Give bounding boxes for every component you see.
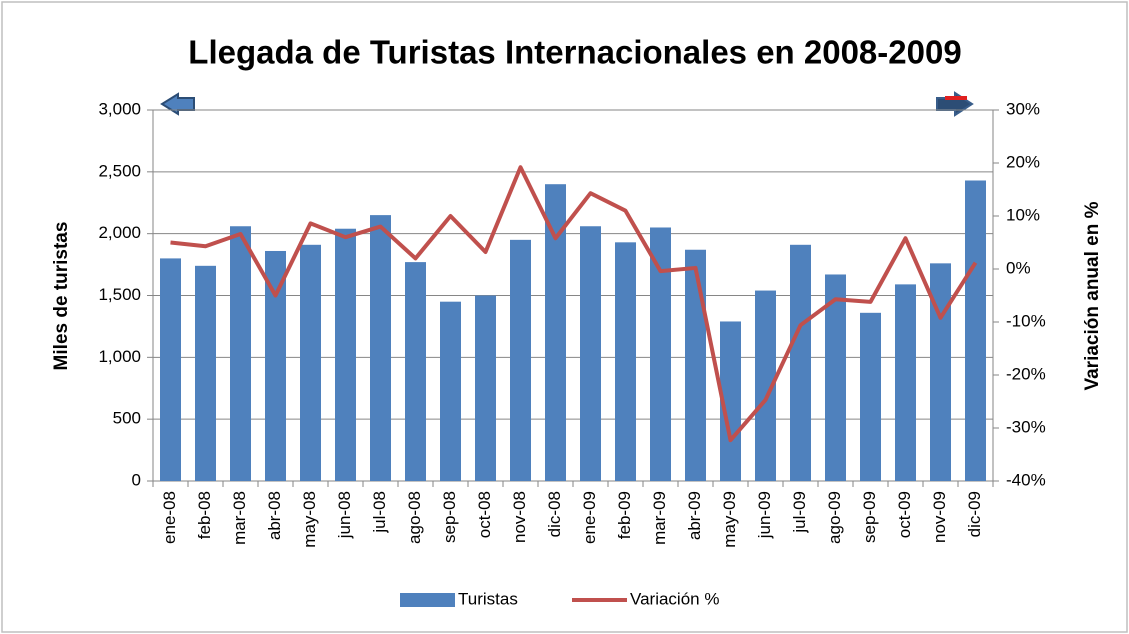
x-tick-label: jun-08	[335, 491, 354, 539]
y-tick-label: 500	[113, 409, 141, 428]
x-tick-label: nov-08	[510, 491, 529, 543]
x-tick-label: sep-09	[860, 491, 879, 543]
bar	[440, 301, 461, 481]
x-tick-label: feb-09	[615, 491, 634, 539]
bar	[685, 249, 706, 481]
x-tick-label: dic-08	[545, 491, 564, 537]
bar	[825, 274, 846, 481]
x-tick-label: ene-08	[160, 491, 179, 544]
x-tick-label: dic-09	[965, 491, 984, 537]
x-tick-label: jul-08	[370, 491, 389, 534]
y2-tick-label: -40%	[1006, 470, 1046, 489]
x-tick-label: jul-09	[790, 491, 809, 534]
x-tick-label: sep-08	[440, 491, 459, 543]
x-tick-label: feb-08	[195, 491, 214, 539]
y2-tick-label: -30%	[1006, 417, 1046, 436]
bar	[580, 226, 601, 481]
y2-tick-label: 0%	[1006, 258, 1031, 277]
legend-label: Variación %	[630, 589, 719, 608]
x-tick-label: jun-09	[755, 491, 774, 539]
bar	[370, 215, 391, 481]
bar	[335, 228, 356, 481]
chart-title: Llegada de Turistas Internacionales en 2…	[188, 34, 961, 71]
x-tick-label: oct-09	[895, 491, 914, 538]
bar	[860, 312, 881, 481]
y2-tick-label: -10%	[1006, 311, 1046, 330]
bar	[720, 321, 741, 481]
y-tick-label: 0	[132, 470, 141, 489]
bar	[160, 258, 181, 481]
bar	[510, 239, 531, 481]
x-tick-label: ene-09	[580, 491, 599, 544]
x-tick-label: mar-09	[650, 491, 669, 545]
bar	[265, 250, 286, 481]
y-axis-label: Miles de turistas	[51, 222, 72, 371]
y-tick-label: 1,500	[98, 285, 141, 304]
bar	[965, 180, 986, 482]
bar	[930, 263, 951, 481]
x-tick-label: abr-09	[685, 491, 704, 540]
x-tick-label: nov-09	[930, 491, 949, 543]
y2-tick-label: 10%	[1006, 205, 1040, 224]
y2-tick-label: 30%	[1006, 99, 1040, 118]
x-tick-label: ago-09	[825, 491, 844, 544]
bar	[195, 265, 216, 481]
bar	[545, 184, 566, 481]
bar	[475, 295, 496, 481]
bar	[790, 244, 811, 481]
y2-tick-label: 20%	[1006, 152, 1040, 171]
bar	[405, 262, 426, 481]
line	[170, 165, 978, 443]
y-tick-label: 2,500	[98, 161, 141, 180]
bar	[650, 227, 671, 481]
x-tick-label: may-08	[300, 491, 319, 548]
y-tick-label: 1,000	[98, 347, 141, 366]
y-tick-label: 2,000	[98, 223, 141, 242]
x-tick-label: may-09	[720, 491, 739, 548]
y-tick-label: 3,000	[98, 99, 141, 118]
x-tick-label: mar-08	[230, 491, 249, 545]
bar	[895, 284, 916, 481]
x-tick-label: oct-08	[475, 491, 494, 538]
bar	[230, 226, 251, 481]
x-tick-label: abr-08	[265, 491, 284, 540]
y2-axis-label: Variación anual en %	[1082, 201, 1103, 390]
legend-swatch	[400, 593, 455, 607]
bar	[300, 244, 321, 481]
bar	[615, 242, 636, 481]
x-tick-label: ago-08	[405, 491, 424, 544]
bar	[755, 290, 776, 481]
y2-tick-label: -20%	[1006, 364, 1046, 383]
legend-label: Turistas	[458, 589, 518, 608]
